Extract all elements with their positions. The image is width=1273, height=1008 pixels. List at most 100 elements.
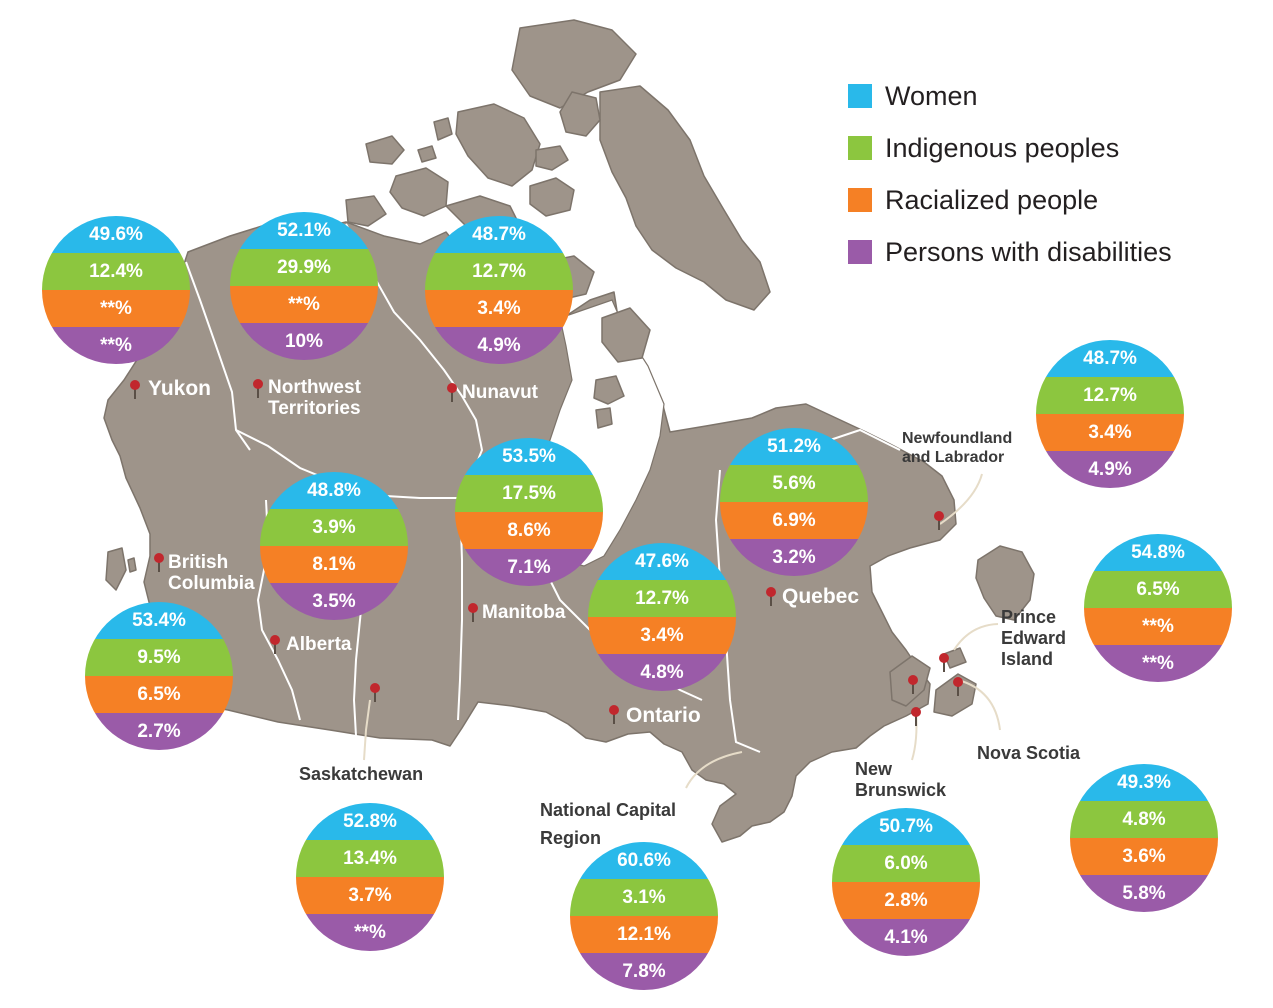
band-indigenous: 5.6% [720,465,868,502]
legend-item-disabilities: Persons with disabilities [848,226,1172,278]
legend-label-women: Women [885,80,978,111]
region-label-yukon: Yukon [148,377,212,400]
island-landmass [417,145,437,163]
band-indigenous: 12.7% [425,253,573,290]
stats-circle-nunavut: 48.7% 12.7% 3.4% 4.9% [425,216,573,364]
island-landmass [345,195,387,227]
legend-item-racialized: Racialized people [848,174,1172,226]
stats-circle-nb: 50.7% 6.0% 2.8% 4.1% [832,808,980,956]
band-racialized: 3.4% [588,617,736,654]
band-indigenous: 12.7% [1036,377,1184,414]
location-pin-icon [130,380,140,390]
location-pin-icon [908,675,918,685]
location-pin-icon [154,553,164,563]
location-pins [130,379,963,726]
leader-line [363,699,371,761]
stats-circle-ns: 49.3% 4.8% 3.6% 5.8% [1070,764,1218,912]
band-racialized: 3.7% [296,877,444,914]
stats-circle-nl: 48.7% 12.7% 3.4% 4.9% [1036,340,1184,488]
stats-circle-manitoba: 53.5% 17.5% 8.6% 7.1% [455,438,603,586]
island-landmass [433,117,453,141]
island-landmass [105,547,127,591]
band-racialized: 3.4% [1036,414,1184,451]
region-label-quebec: Quebec [782,585,860,608]
band-indigenous: 3.1% [570,879,718,916]
location-pin-icon [447,383,457,393]
region-label-pei: Prince Edward Island [1001,607,1067,669]
island-landmass [975,545,1035,621]
stats-circle-pei: 54.8% 6.5% **% **% [1084,534,1232,682]
band-racialized: 6.9% [720,502,868,539]
legend-label-indigenous: Indigenous peoples [885,132,1120,163]
band-racialized: 12.1% [570,916,718,953]
region-label-manitoba: Manitoba [482,602,566,623]
region-label-nl: Newfoundland and Labrador [902,430,1013,466]
region-label-bc: British Columbia [168,552,255,594]
region-label-nb: New Brunswick [855,759,947,800]
island-landmass [933,673,977,717]
legend-label-racialized: Racialized people [885,184,1099,215]
island-landmass [535,145,569,171]
location-pin-icon [609,705,619,715]
location-pin-icon [270,635,280,645]
stats-circle-bc: 53.4% 9.5% 6.5% 2.7% [85,602,233,750]
stats-circle-ontario: 47.6% 12.7% 3.4% 4.8% [588,543,736,691]
location-pin-icon [370,683,380,693]
band-indigenous: 29.9% [230,249,378,286]
legend-item-women: Women [848,70,1172,122]
band-indigenous: 9.5% [85,639,233,676]
legend-label-disabilities: Persons with disabilities [885,236,1172,267]
band-indigenous: 13.4% [296,840,444,877]
leader-line [685,751,743,789]
province-border-line [185,261,251,451]
stats-circle-ncr: 60.6% 3.1% 12.1% 7.8% [570,842,718,990]
location-pin-icon [939,653,949,663]
band-women: 60.6% [570,842,718,879]
location-pin-icon [253,379,263,389]
band-racialized: 2.8% [832,882,980,919]
band-indigenous: 12.4% [42,253,190,290]
island-landmass [595,407,613,429]
stats-circle-alberta: 48.8% 3.9% 8.1% 3.5% [260,472,408,620]
island-landmass [127,557,137,573]
location-pin-icon [766,587,776,597]
band-indigenous: 3.9% [260,509,408,546]
region-label-ns: Nova Scotia [977,743,1081,763]
band-racialized: 3.4% [425,290,573,327]
leader-line [953,623,999,651]
region-label-ontario: Ontario [626,704,701,727]
stats-circle-yukon: 49.6% 12.4% **% **% [42,216,190,364]
leader-line [939,473,983,525]
location-pin-icon [953,677,963,687]
island-landmass [511,19,637,109]
leader-lines [363,473,1001,789]
band-indigenous: 6.5% [1084,571,1232,608]
stats-circle-saskatchewan: 52.8% 13.4% 3.7% **% [296,803,444,951]
island-landmass [601,307,651,363]
band-racialized: **% [42,290,190,327]
region-label-alberta: Alberta [286,634,352,655]
stats-circle-nwt: 52.1% 29.9% **% 10% [230,212,378,360]
location-pin-icon [934,511,944,521]
island-landmass [529,177,575,217]
band-racialized: 8.1% [260,546,408,583]
island-landmass [599,85,771,311]
legend-swatch-racialized [848,188,872,212]
region-label-ncr: National Capital Region [540,800,677,848]
band-racialized: **% [230,286,378,323]
band-indigenous: 6.0% [832,845,980,882]
location-pin-icon [468,603,478,613]
legend-swatch-indigenous [848,136,872,160]
legend: Women Indigenous peoples Racialized peop… [848,70,1172,278]
island-landmass [389,167,449,217]
island-landmass [365,135,405,165]
band-racialized: 8.6% [455,512,603,549]
band-racialized: 3.6% [1070,838,1218,875]
band-indigenous: 4.8% [1070,801,1218,838]
band-indigenous: 17.5% [455,475,603,512]
stats-circle-quebec: 51.2% 5.6% 6.9% 3.2% [720,428,868,576]
region-label-nunavut: Nunavut [462,382,538,403]
region-label-nwt: Northwest Territories [268,377,361,419]
location-pin-icon [911,707,921,717]
band-racialized: **% [1084,608,1232,645]
